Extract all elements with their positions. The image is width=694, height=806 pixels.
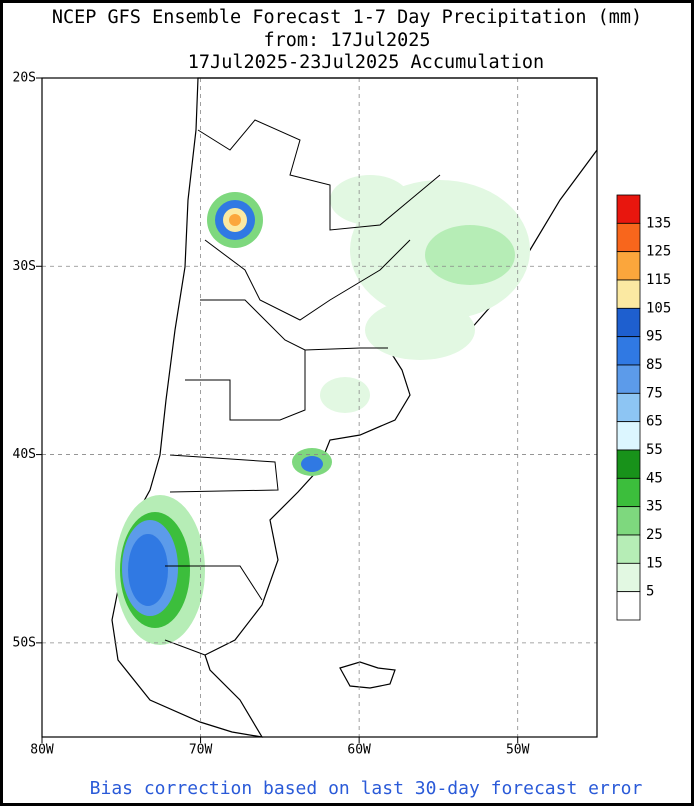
legend-swatch <box>616 307 641 338</box>
border <box>169 454 279 493</box>
border <box>204 239 411 321</box>
lat-label: 30S <box>13 259 36 274</box>
lon-label: 50W <box>506 743 530 758</box>
legend-swatch <box>616 421 641 451</box>
legend-swatch <box>616 449 641 479</box>
precip <box>115 175 530 645</box>
subtitle: from: 17Jul2025 <box>263 30 430 51</box>
lon-label: 70W <box>189 743 213 758</box>
legend-label: 85 <box>646 357 663 373</box>
legend-label: 65 <box>646 414 663 430</box>
legend-label: 55 <box>646 442 663 458</box>
lon-label: 80W <box>30 743 54 758</box>
legend-swatch <box>616 251 641 281</box>
lat-label: 20S <box>13 71 36 86</box>
legend-swatch <box>616 477 641 508</box>
border <box>200 299 388 351</box>
legend-label: 125 <box>646 244 671 260</box>
legend-swatch <box>616 506 641 536</box>
map <box>41 77 598 738</box>
legend-label: 95 <box>646 329 663 345</box>
lat-label: 50S <box>13 635 36 650</box>
legend-label: 135 <box>646 215 671 231</box>
legend-swatch <box>616 364 641 394</box>
legend-label: 45 <box>646 470 663 486</box>
map-frame <box>41 77 598 738</box>
legend-label: 115 <box>646 272 671 288</box>
lat-label: 40S <box>13 447 36 462</box>
legend-label: 35 <box>646 499 663 515</box>
legend-swatch <box>616 279 641 309</box>
legend-swatch <box>616 194 641 224</box>
legend-label: 105 <box>646 300 671 316</box>
period: 17Jul2025-23Jul2025 Accumulation <box>188 52 544 73</box>
title: NCEP GFS Ensemble Forecast 1-7 Day Preci… <box>52 7 642 28</box>
legend-label: 15 <box>646 555 663 571</box>
legend-swatch <box>616 562 641 593</box>
border <box>197 119 441 231</box>
footer: Bias correction based on last 30-day for… <box>90 778 643 799</box>
legend-swatch <box>616 591 641 621</box>
legend-label: 5 <box>646 584 654 600</box>
legend-swatch <box>616 222 641 253</box>
legend: 135 125 115 105 95 85 75 65 55 45 35 25 15 5 <box>616 194 671 621</box>
legend-swatch <box>616 336 641 366</box>
border <box>165 565 263 601</box>
legend-swatch <box>616 392 641 423</box>
legend-label: 25 <box>646 527 663 543</box>
legend-swatch <box>616 534 641 564</box>
island <box>339 661 396 689</box>
lon-label: 60W <box>347 743 371 758</box>
legend-label: 75 <box>646 385 663 401</box>
border <box>185 350 306 421</box>
